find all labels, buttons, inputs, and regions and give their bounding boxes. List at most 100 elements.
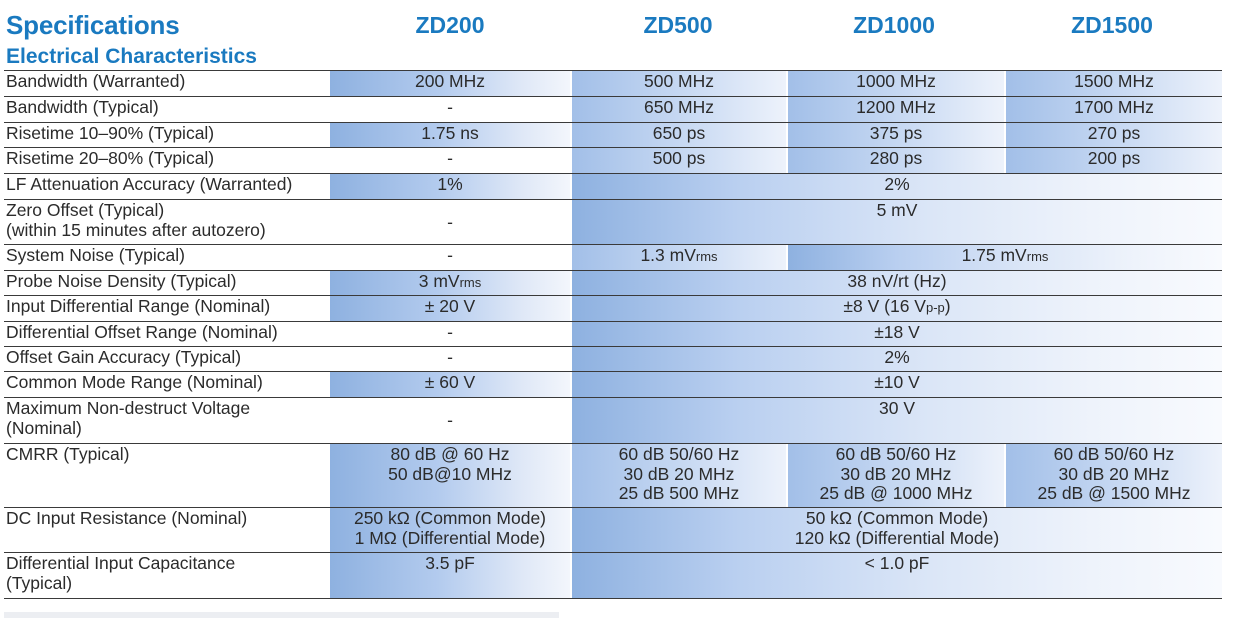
cell-zd500-1500: ±8 V (16 Vp-p) — [572, 296, 1222, 322]
row-label-line1: Zero Offset (Typical) — [6, 201, 328, 221]
model-header-zd1500: ZD1500 — [1004, 12, 1220, 39]
table-row: Common Mode Range (Nominal) ± 60 V ±10 V — [4, 372, 1222, 398]
cell-zd200: - — [330, 97, 570, 123]
model-header-zd500: ZD500 — [572, 12, 784, 39]
cell-zd500: 650 MHz — [572, 97, 786, 123]
cell-zd500-1500: < 1.0 pF — [572, 553, 1222, 599]
row-label-line2: (Nominal) — [6, 419, 328, 439]
cell-zd500-1500: 38 nV/rt (Hz) — [572, 271, 1222, 296]
cell-zd200: ± 20 V — [330, 296, 570, 322]
table-row: Differential Input Capacitance (Typical)… — [4, 553, 1222, 599]
cell-zd500: 650 ps — [572, 123, 786, 148]
value-line: 80 dB @ 60 Hz — [332, 445, 568, 465]
cell-zd500-1500: 2% — [572, 174, 1222, 200]
row-label: Common Mode Range (Nominal) — [4, 372, 330, 398]
cell-zd200: - — [330, 245, 570, 271]
value-line: 60 dB 50/60 Hz — [574, 445, 784, 465]
row-label-line2: (Typical) — [6, 574, 328, 594]
row-label: Offset Gain Accuracy (Typical) — [4, 347, 330, 372]
row-label: Risetime 20–80% (Typical) — [4, 148, 330, 174]
row-label: System Noise (Typical) — [4, 245, 330, 271]
cell-zd1000: 1200 MHz — [788, 97, 1004, 123]
cell-zd200: 80 dB @ 60 Hz 50 dB@10 MHz — [330, 444, 570, 508]
value-subscript: p-p — [926, 300, 945, 315]
value-main: ±8 V (16 V — [843, 296, 926, 316]
cell-zd200: 3 mVrms — [330, 271, 570, 296]
value-line: 30 dB 20 MHz — [790, 465, 1002, 485]
table-row: CMRR (Typical) 80 dB @ 60 Hz 50 dB@10 MH… — [4, 444, 1222, 508]
row-label: Differential Input Capacitance (Typical) — [4, 553, 330, 599]
table-row: Maximum Non-destruct Voltage (Nominal) -… — [4, 398, 1222, 444]
model-header-zd1000: ZD1000 — [786, 12, 1002, 39]
row-label-line1: Differential Input Capacitance — [6, 554, 328, 574]
cell-zd200: 250 kΩ (Common Mode) 1 MΩ (Differential … — [330, 508, 570, 553]
cell-zd200: - — [330, 322, 570, 347]
row-label: CMRR (Typical) — [4, 444, 330, 508]
value-main: 1.75 mV — [962, 245, 1027, 265]
cell-zd500-1500: ±10 V — [572, 372, 1222, 398]
table-row: Bandwidth (Typical) - 650 MHz 1200 MHz 1… — [4, 97, 1222, 123]
cell-zd200: 200 MHz — [330, 71, 570, 97]
value-subscript: rms — [1027, 249, 1049, 264]
table-row: Zero Offset (Typical) (within 15 minutes… — [4, 200, 1222, 245]
row-label: Differential Offset Range (Nominal) — [4, 322, 330, 347]
table-row: Offset Gain Accuracy (Typical) - 2% — [4, 347, 1222, 372]
row-label: DC Input Resistance (Nominal) — [4, 508, 330, 553]
value-end: ) — [945, 296, 951, 316]
cell-zd500-1500: 5 mV — [572, 200, 1222, 245]
value-line: 50 kΩ (Common Mode) — [574, 509, 1220, 529]
value-line: 25 dB 500 MHz — [574, 484, 784, 504]
row-label: Bandwidth (Warranted) — [4, 71, 330, 97]
table-row: LF Attenuation Accuracy (Warranted) 1% 2… — [4, 174, 1222, 200]
table-row: Bandwidth (Warranted) 200 MHz 500 MHz 10… — [4, 71, 1222, 97]
cell-zd1000: 375 ps — [788, 123, 1004, 148]
value-line: 60 dB 50/60 Hz — [790, 445, 1002, 465]
value-main: 1.3 mV — [640, 245, 695, 265]
row-label: Risetime 10–90% (Typical) — [4, 123, 330, 148]
cell-zd200: 1.75 ns — [330, 123, 570, 148]
model-header-zd200: ZD200 — [330, 12, 570, 39]
value-subscript: rms — [696, 249, 718, 264]
value-line: 1 MΩ (Differential Mode) — [332, 529, 568, 549]
cell-zd500: 500 ps — [572, 148, 786, 174]
table-row: System Noise (Typical) - 1.3 mVrms 1.75 … — [4, 245, 1222, 271]
value-line: 25 dB @ 1000 MHz — [790, 484, 1002, 504]
table-row: DC Input Resistance (Nominal) 250 kΩ (Co… — [4, 508, 1222, 553]
cell-zd1000: 60 dB 50/60 Hz 30 dB 20 MHz 25 dB @ 1000… — [788, 444, 1004, 508]
cell-zd200: 3.5 pF — [330, 553, 570, 599]
table-row: Risetime 10–90% (Typical) 1.75 ns 650 ps… — [4, 123, 1222, 148]
cell-zd500-1500: 2% — [572, 347, 1222, 372]
value-line: 120 kΩ (Differential Mode) — [574, 529, 1220, 549]
row-label: Maximum Non-destruct Voltage (Nominal) — [4, 398, 330, 444]
cell-zd200: - — [330, 200, 570, 245]
cell-zd500-1500: 30 V — [572, 398, 1222, 444]
cell-zd1500: 60 dB 50/60 Hz 30 dB 20 MHz 25 dB @ 1500… — [1006, 444, 1222, 508]
cell-zd1000: 1000 MHz — [788, 71, 1004, 97]
row-label-line1: Maximum Non-destruct Voltage — [6, 399, 328, 419]
cell-zd200: ± 60 V — [330, 372, 570, 398]
value-line: 30 dB 20 MHz — [574, 465, 784, 485]
table-row: Differential Offset Range (Nominal) - ±1… — [4, 322, 1222, 347]
value-line: 30 dB 20 MHz — [1008, 465, 1220, 485]
section-title: Electrical Characteristics — [6, 45, 257, 69]
cell-zd500: 60 dB 50/60 Hz 30 dB 20 MHz 25 dB 500 MH… — [572, 444, 786, 508]
row-label: Bandwidth (Typical) — [4, 97, 330, 123]
table-row: Probe Noise Density (Typical) 3 mVrms 38… — [4, 271, 1222, 296]
value-line: 50 dB@10 MHz — [332, 465, 568, 485]
cell-zd200: 1% — [330, 174, 570, 200]
row-label: LF Attenuation Accuracy (Warranted) — [4, 174, 330, 200]
cell-zd200: - — [330, 148, 570, 174]
row-label-line2: (within 15 minutes after autozero) — [6, 221, 328, 241]
cell-zd500: 1.3 mVrms — [572, 245, 786, 271]
cell-zd1500: 200 ps — [1006, 148, 1222, 174]
row-label: Probe Noise Density (Typical) — [4, 271, 330, 296]
spec-table: Bandwidth (Warranted) 200 MHz 500 MHz 10… — [4, 70, 1222, 599]
cell-zd200: - — [330, 398, 570, 444]
value-line: 60 dB 50/60 Hz — [1008, 445, 1220, 465]
cell-zd1500: 1700 MHz — [1006, 97, 1222, 123]
value-line: 250 kΩ (Common Mode) — [332, 509, 568, 529]
table-row: Input Differential Range (Nominal) ± 20 … — [4, 296, 1222, 322]
value-subscript: rms — [460, 275, 482, 290]
value-main: 3 mV — [419, 271, 460, 291]
